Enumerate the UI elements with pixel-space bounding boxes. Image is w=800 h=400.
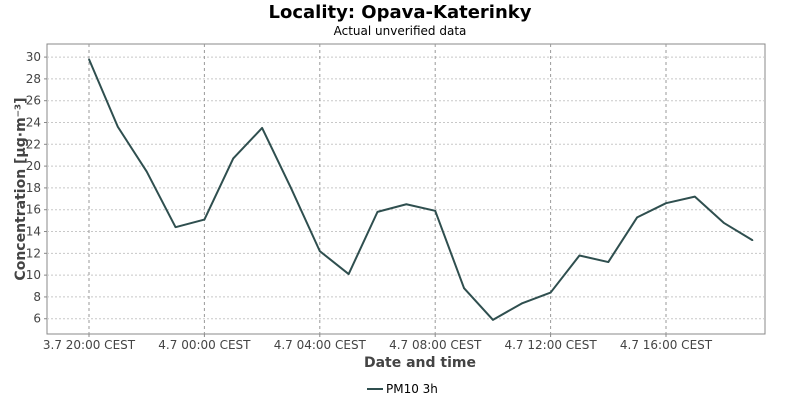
data-point [174, 226, 177, 228]
y-tick-label: 22 [26, 137, 41, 151]
y-tick-label: 12 [26, 246, 41, 260]
x-tick-label: 4.7 08:00 CEST [389, 338, 482, 352]
data-point [665, 202, 667, 204]
data-point [578, 254, 581, 257]
x-axis-title: Date and time [364, 355, 476, 371]
data-point [463, 287, 465, 290]
data-point [88, 58, 90, 61]
y-tick-label: 30 [26, 50, 41, 64]
data-point [607, 261, 610, 263]
x-tick-label: 4.7 16:00 CEST [620, 338, 713, 352]
data-point [347, 273, 350, 275]
legend-label: PM10 3h [386, 382, 438, 396]
y-tick-label: 24 [26, 115, 41, 129]
series-layer [88, 58, 754, 321]
data-point [636, 216, 638, 219]
x-axis: 3.7 20:00 CEST 4.7 00:00 CEST 4.7 04:00 CE… [43, 334, 713, 352]
data-point [694, 195, 696, 198]
data-point [319, 250, 321, 252]
y-tick-label: 6 [33, 312, 41, 326]
y-tick-label: 18 [26, 181, 41, 195]
y-tick-label: 8 [33, 290, 41, 304]
data-point [376, 211, 379, 213]
y-axis: 6 8 10 12 14 16 18 20 22 24 26 28 30 [26, 50, 47, 326]
y-tick-label: 14 [26, 225, 41, 239]
data-point [520, 302, 523, 305]
data-point [492, 319, 494, 321]
chart-title: Locality: Opava-Katerinky [269, 2, 532, 23]
y-tick-label: 26 [26, 94, 41, 108]
data-point [290, 187, 292, 189]
y-tick-label: 20 [26, 159, 41, 173]
data-point [232, 157, 235, 160]
data-point [405, 203, 408, 206]
y-axis-title: Concentration [μg·m⁻³] [13, 97, 29, 280]
data-point [261, 127, 263, 129]
data-point [751, 239, 754, 242]
x-tick-label: 4.7 12:00 CEST [504, 338, 597, 352]
data-point [145, 170, 148, 173]
data-point [549, 291, 552, 294]
grid-layer [47, 44, 765, 334]
x-tick-label: 4.7 04:00 CEST [274, 338, 367, 352]
x-tick-label: 3.7 20:00 CEST [43, 338, 136, 352]
legend: PM10 3h [367, 382, 438, 396]
plot-area [46, 43, 766, 335]
chart-subtitle: Actual unverified data [334, 24, 467, 38]
y-tick-label: 16 [26, 203, 41, 217]
y-tick-label: 10 [26, 268, 41, 282]
x-tick-label: 4.7 00:00 CEST [158, 338, 251, 352]
series-line [88, 58, 754, 321]
y-tick-label: 28 [26, 72, 41, 86]
data-point [117, 126, 119, 128]
data-point [203, 218, 206, 221]
data-point [722, 221, 725, 224]
data-point [434, 210, 437, 212]
